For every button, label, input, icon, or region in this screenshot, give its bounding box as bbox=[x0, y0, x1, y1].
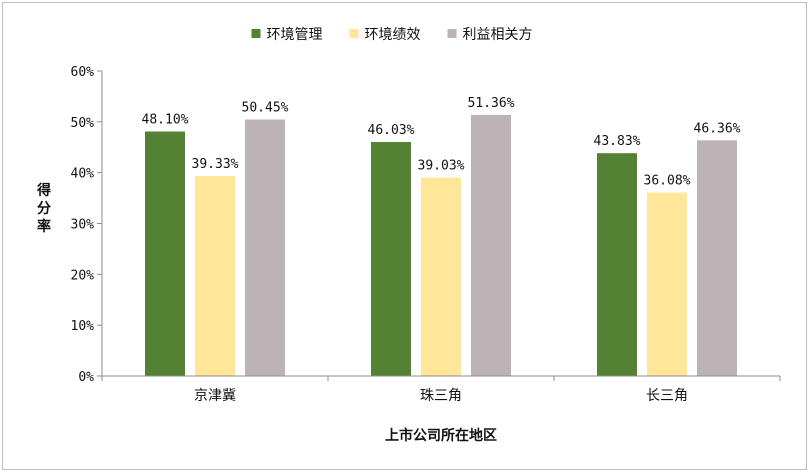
y-axis-ticks: 0% 10% 20% 30% 40% 50% 60% bbox=[71, 65, 102, 385]
x-axis-categories: 京津冀 珠三角 长三角 bbox=[101, 376, 781, 404]
legend-label: 环境绩效 bbox=[365, 27, 421, 43]
y-axis-title: 得分率 bbox=[36, 182, 51, 235]
y-tick-label: 0% bbox=[78, 370, 94, 385]
x-category-label: 珠三角 bbox=[420, 388, 462, 404]
bar bbox=[647, 192, 687, 376]
legend-swatch bbox=[251, 29, 261, 38]
x-axis-title: 上市公司所在地区 bbox=[385, 427, 497, 444]
x-category-label: 京津冀 bbox=[194, 388, 236, 404]
bar-value-label: 46.36% bbox=[694, 121, 741, 136]
bar bbox=[145, 131, 185, 376]
bar-value-label: 50.45% bbox=[242, 101, 289, 116]
bar-value-label: 36.08% bbox=[644, 174, 691, 189]
bar bbox=[195, 176, 235, 376]
bar bbox=[597, 153, 637, 376]
y-tick-label: 60% bbox=[71, 65, 95, 80]
value-labels: 48.10% 39.33% 50.45% 46.03% 39.03% 51.36% 43.8… bbox=[142, 96, 741, 189]
bars bbox=[145, 114, 737, 377]
y-tick-label: 30% bbox=[71, 218, 95, 233]
bar-value-label: 46.03% bbox=[368, 123, 415, 138]
y-tick-label: 40% bbox=[71, 167, 95, 182]
bar bbox=[245, 119, 285, 376]
bar-value-label: 39.33% bbox=[192, 157, 239, 172]
y-tick-label: 50% bbox=[71, 116, 95, 131]
y-tick-label: 20% bbox=[71, 268, 95, 283]
bar-value-label: 43.83% bbox=[594, 134, 641, 149]
bar-value-label: 51.36% bbox=[468, 96, 515, 111]
bar bbox=[697, 140, 737, 376]
bar bbox=[421, 177, 461, 376]
bar-value-label: 39.03% bbox=[418, 159, 465, 174]
legend-label: 环境管理 bbox=[267, 27, 323, 43]
legend: 环境管理 环境绩效 利益相关方 bbox=[251, 27, 533, 43]
bar bbox=[371, 142, 411, 376]
legend-swatch bbox=[447, 29, 457, 38]
bar bbox=[471, 114, 511, 377]
legend-swatch bbox=[349, 29, 359, 38]
legend-label: 利益相关方 bbox=[463, 27, 533, 43]
bar-value-label: 48.10% bbox=[142, 112, 189, 127]
y-tick-label: 10% bbox=[71, 319, 95, 334]
x-category-label: 长三角 bbox=[646, 388, 688, 404]
